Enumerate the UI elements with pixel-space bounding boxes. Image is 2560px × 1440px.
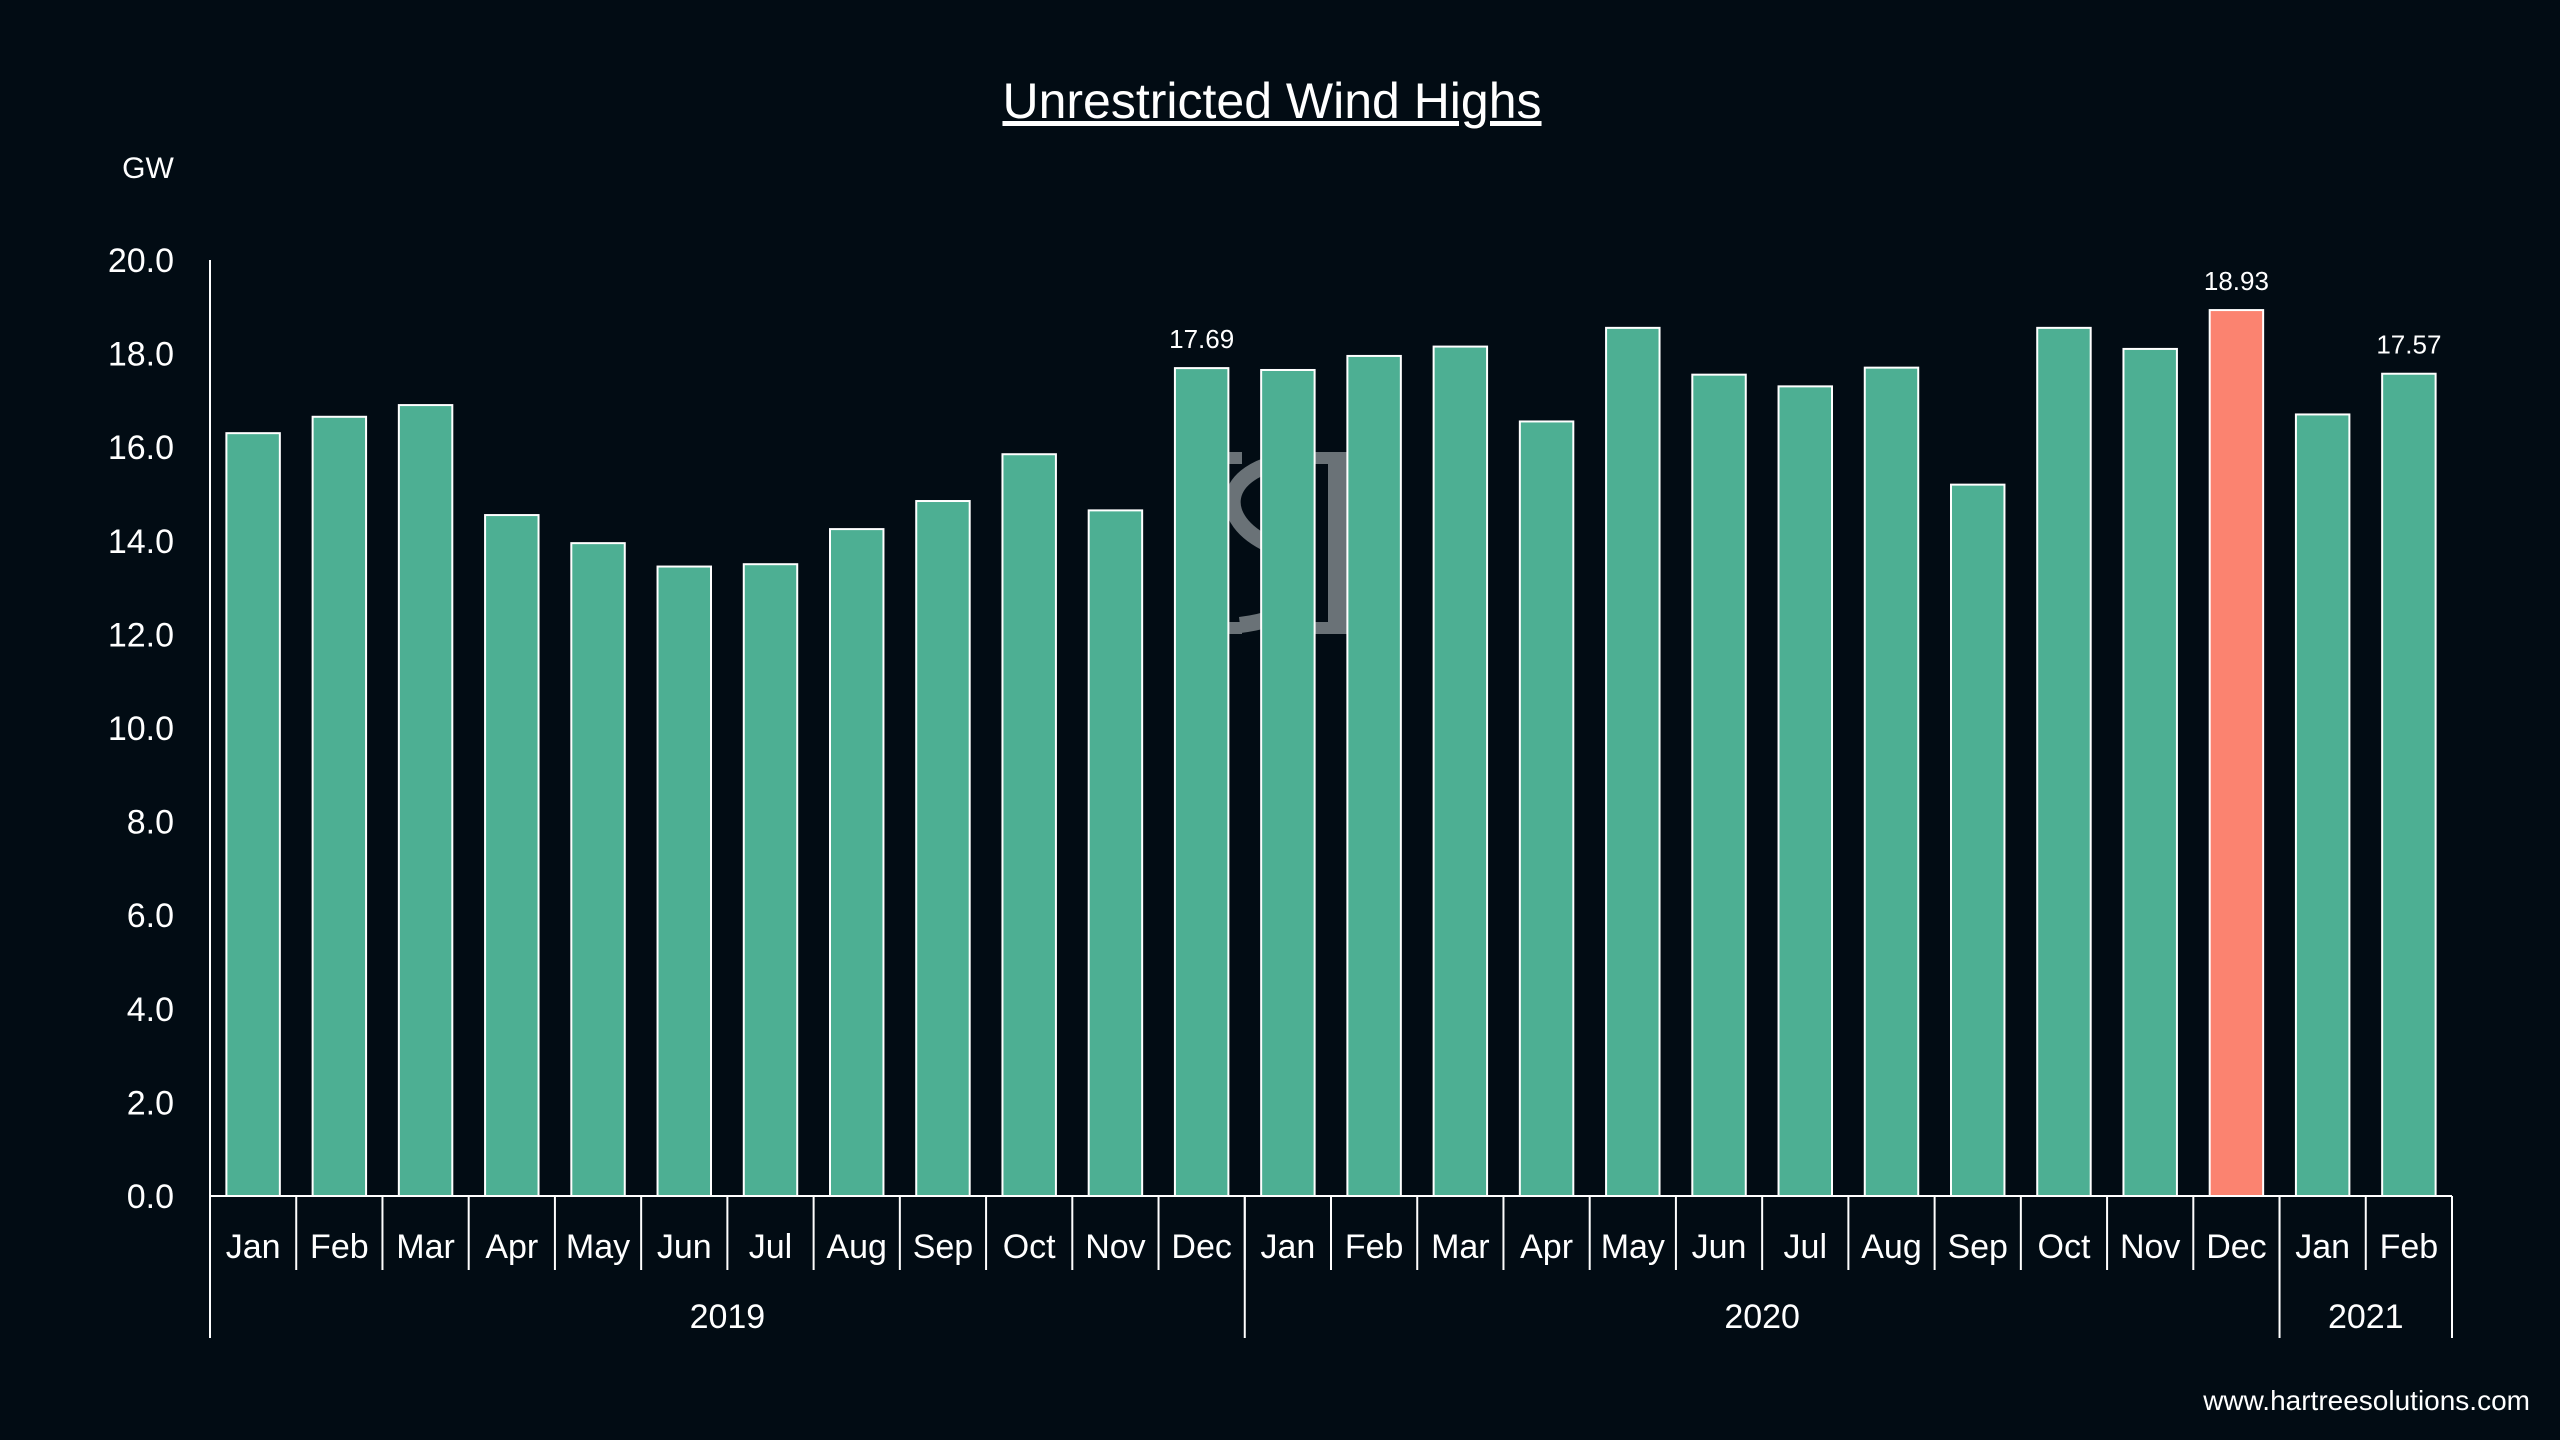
bar-1 bbox=[311, 415, 368, 1197]
chart-title: Unrestricted Wind Highs bbox=[1002, 73, 1541, 129]
x-axis-category-labels: Jan Feb Mar Apr May Jun Jul Aug Sep Oct Nov Dec Jan F… bbox=[226, 1228, 2438, 1266]
y-tick-label: 12.0 bbox=[108, 616, 174, 654]
x-year-label: 2020 bbox=[1724, 1298, 1800, 1336]
x-year-label: 2019 bbox=[690, 1298, 766, 1336]
bars bbox=[225, 309, 2437, 1198]
x-category-label: Nov bbox=[1085, 1228, 1145, 1266]
bar-24 bbox=[2294, 413, 2351, 1197]
bar-9 bbox=[1001, 453, 1057, 1198]
x-category-label: Feb bbox=[310, 1228, 369, 1266]
bar-19 bbox=[1863, 366, 1920, 1197]
x-axis-year-labels: 2019 2020 2021 bbox=[690, 1298, 2404, 1336]
x-category-label: Sep bbox=[913, 1228, 974, 1266]
x-category-label: Apr bbox=[1520, 1228, 1573, 1266]
bar-18 bbox=[1777, 385, 1834, 1197]
y-tick-label: 10.0 bbox=[108, 710, 174, 748]
x-category-label: Mar bbox=[1431, 1228, 1490, 1266]
data-label: 18.93 bbox=[2204, 266, 2269, 296]
bar-16 bbox=[1605, 326, 1661, 1197]
bar-14 bbox=[1432, 345, 1489, 1197]
axes bbox=[209, 260, 2453, 1338]
y-axis-unit-label: GW bbox=[122, 152, 174, 185]
x-category-label: Jul bbox=[1784, 1228, 1827, 1266]
x-category-label: Nov bbox=[2120, 1228, 2180, 1266]
bar-15 bbox=[1518, 420, 1575, 1197]
y-tick-label: 6.0 bbox=[127, 897, 174, 935]
bar-21 bbox=[2036, 326, 2092, 1197]
x-category-label: May bbox=[1601, 1228, 1665, 1266]
x-category-label: Mar bbox=[396, 1228, 455, 1266]
x-category-label: Dec bbox=[2206, 1228, 2266, 1266]
x-category-label: Feb bbox=[2380, 1228, 2439, 1266]
x-category-label: Dec bbox=[1171, 1228, 1231, 1266]
bar-25 bbox=[2381, 372, 2437, 1197]
bar-20 bbox=[1949, 483, 2006, 1197]
x-category-label: May bbox=[566, 1228, 630, 1266]
bar-17 bbox=[1691, 373, 1747, 1198]
x-category-label: Sep bbox=[1947, 1228, 2008, 1266]
x-category-label: Feb bbox=[1345, 1228, 1404, 1266]
y-tick-label: 8.0 bbox=[127, 804, 174, 842]
y-tick-label: 2.0 bbox=[127, 1084, 174, 1122]
bar-2 bbox=[397, 404, 454, 1197]
x-category-label: Oct bbox=[2038, 1228, 2091, 1266]
x-category-label: Oct bbox=[1003, 1228, 1056, 1266]
x-year-label: 2021 bbox=[2328, 1298, 2404, 1336]
bar-5 bbox=[656, 565, 713, 1197]
bar-7 bbox=[828, 528, 885, 1197]
y-tick-label: 4.0 bbox=[127, 991, 174, 1029]
bar-12 bbox=[1260, 368, 1316, 1198]
y-tick-label: 14.0 bbox=[108, 523, 174, 561]
x-category-label: Jan bbox=[226, 1228, 281, 1266]
bar-4 bbox=[570, 542, 626, 1197]
bar-10 bbox=[1087, 509, 1144, 1197]
bar-22 bbox=[2122, 347, 2178, 1198]
x-category-label: Jul bbox=[749, 1228, 792, 1266]
data-labels: 17.69 18.93 17.57 bbox=[1169, 266, 2441, 360]
y-axis-ticks: 0.0 2.0 4.0 6.0 8.0 10.0 12.0 14.0 16.0 18.0 20.0 bbox=[108, 242, 174, 1216]
bar-23 bbox=[2208, 309, 2265, 1197]
y-tick-label: 16.0 bbox=[108, 429, 174, 467]
y-tick-label: 0.0 bbox=[127, 1178, 174, 1216]
source-label: www.hartreesolutions.com bbox=[2202, 1385, 2530, 1416]
data-label: 17.57 bbox=[2376, 330, 2441, 360]
y-tick-label: 20.0 bbox=[108, 242, 174, 280]
x-category-label: Jan bbox=[1260, 1228, 1315, 1266]
x-category-label: Aug bbox=[826, 1228, 887, 1266]
bar-0 bbox=[225, 432, 281, 1198]
x-category-label: Jun bbox=[657, 1228, 712, 1266]
bar-11 bbox=[1173, 367, 1230, 1198]
y-tick-label: 18.0 bbox=[108, 336, 174, 374]
x-category-label: Jan bbox=[2295, 1228, 2350, 1266]
x-category-label: Apr bbox=[485, 1228, 538, 1266]
data-label: 17.69 bbox=[1169, 324, 1234, 354]
bar-13 bbox=[1346, 354, 1402, 1197]
bar-6 bbox=[742, 563, 799, 1197]
x-category-label: Jun bbox=[1692, 1228, 1747, 1266]
x-category-label: Aug bbox=[1861, 1228, 1922, 1266]
bar-3 bbox=[484, 514, 540, 1197]
bar-8 bbox=[915, 500, 971, 1197]
